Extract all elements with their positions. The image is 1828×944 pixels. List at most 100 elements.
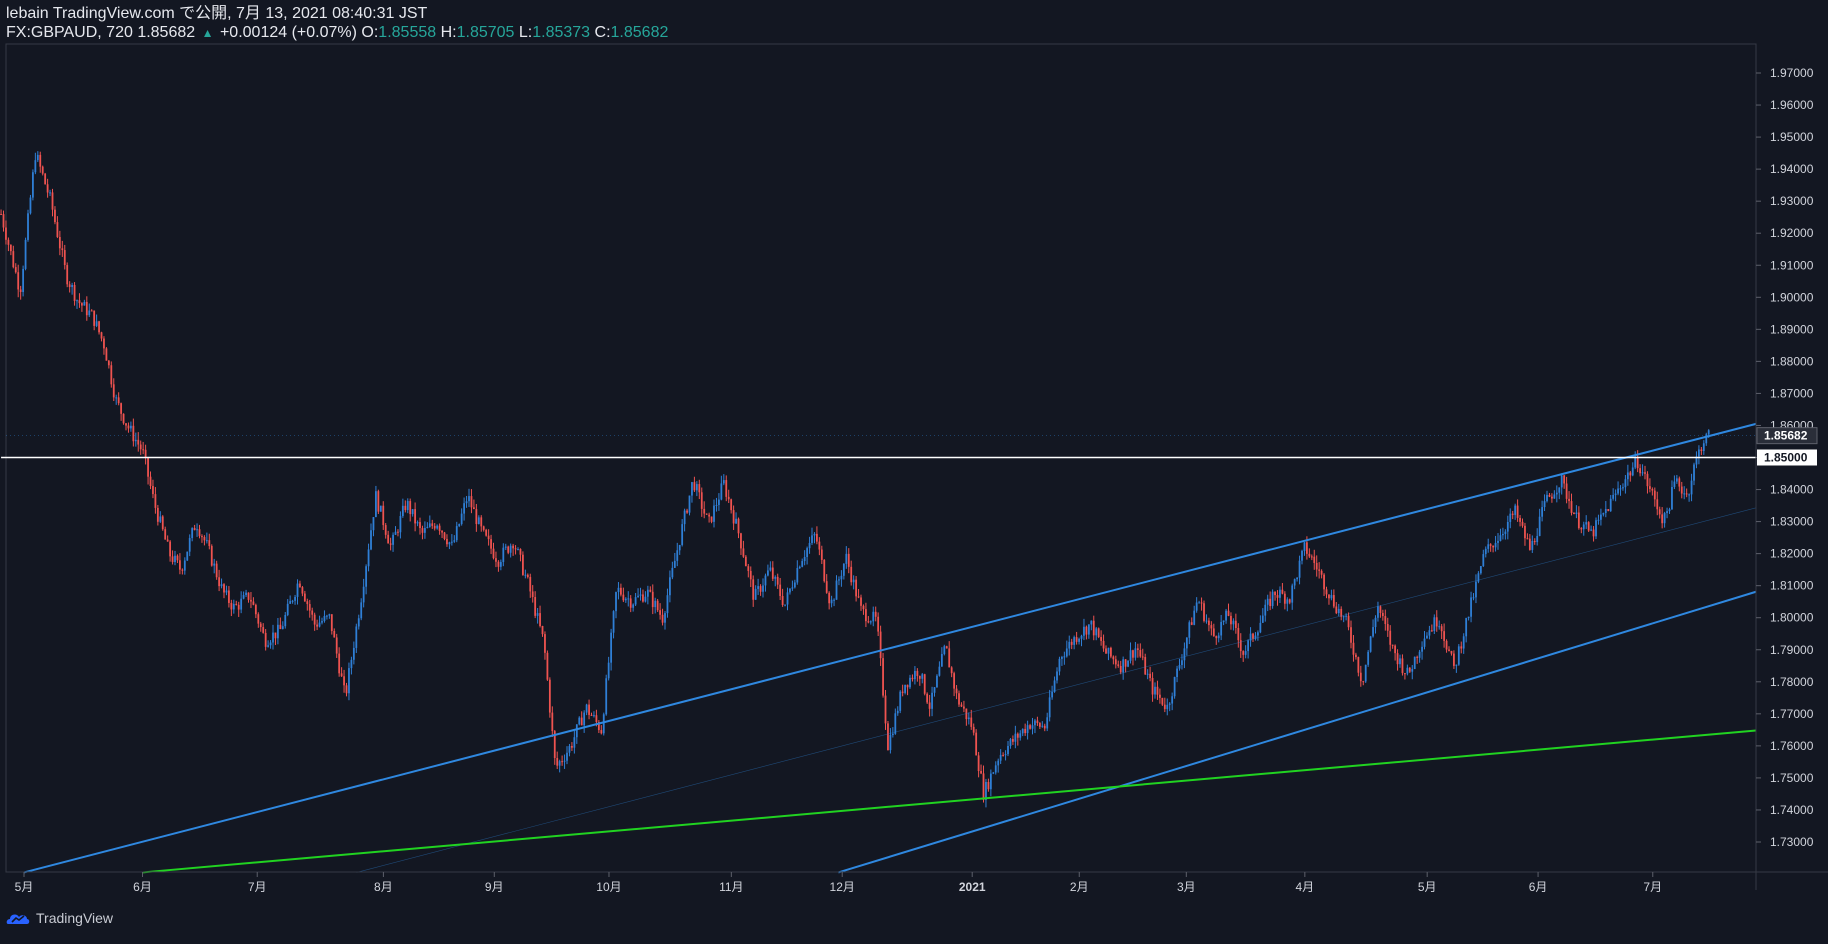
candle [1315,555,1318,577]
candle-body [1668,509,1671,512]
candle-body [367,549,370,567]
candle-body [193,528,196,531]
candle [1384,609,1387,631]
candle [485,528,488,537]
candle-body [1428,630,1431,636]
candle [985,778,987,808]
candle-body [1477,573,1480,582]
candle-body [1007,745,1009,755]
candle [458,523,461,528]
time-axis[interactable]: 5月 6月 7月 8月 9月 10月 11月 12月 2021 2月 3月 4月 5月 6月 7月 [15,872,1662,894]
candle [1440,624,1443,640]
tradingview-logo-icon [6,914,30,924]
candle [328,613,331,619]
candle-body [718,499,720,505]
candle [14,263,17,274]
candle [1580,527,1583,534]
candle [504,543,507,551]
footer-brand[interactable]: TradingView [6,910,113,926]
candle-body [936,675,938,688]
candle [1688,493,1691,502]
candle-body [1688,494,1691,496]
candle [379,505,382,512]
candle-body [725,480,728,497]
candle-body [808,542,811,549]
candle [874,606,877,622]
candle-body [1310,556,1313,558]
candle [372,516,375,537]
candle-body [485,529,488,536]
candle-body [343,676,345,686]
candle-body [460,513,463,525]
candle-body [210,546,213,566]
candle [1685,488,1688,498]
candle-body [558,761,561,766]
candle-body [1636,457,1639,469]
candle-body [1352,642,1355,655]
drawing-channel-lower[interactable] [838,590,1757,874]
candle [1212,623,1215,637]
candle-body [553,731,556,758]
candle [1274,591,1276,601]
candle [183,557,186,575]
candle [1347,612,1350,631]
candle [1678,476,1681,492]
candle [1423,630,1426,650]
candle [411,509,414,517]
candle [1472,593,1475,601]
candle [958,690,960,707]
candle-body [147,457,149,477]
candle [926,692,929,705]
candle-body [1119,665,1122,673]
price-tick-label: 1.90000 [1770,290,1814,304]
candle [1531,535,1534,553]
candle-body [1016,733,1019,738]
candle-body [1065,648,1068,657]
drawing-support[interactable] [142,729,1757,874]
candle [664,611,666,630]
candle-body [1465,618,1468,637]
candle [1097,627,1100,639]
candle [1090,620,1093,631]
candle [546,650,549,681]
candle [801,558,804,568]
candle-body [245,592,247,596]
candle-body [1497,540,1499,543]
candle [181,568,184,575]
candle [1680,481,1683,499]
candle-body [1350,627,1352,643]
candle-body [622,594,625,601]
candle-body [473,507,475,510]
candle-body [220,584,223,587]
candle-body [1127,660,1129,667]
candle-body [1592,529,1595,537]
candle [536,608,539,624]
candle [718,493,720,511]
price-tick-label: 1.80000 [1770,611,1814,625]
candle [49,189,51,197]
candle-body [1391,644,1394,646]
candle-body [215,563,218,578]
candle [269,640,272,649]
candle-body [1234,620,1237,629]
candle-body [1110,647,1112,657]
candle-body [1222,620,1225,622]
candle [1249,627,1252,647]
drawing-channel-mid[interactable] [356,507,1757,873]
candle [1012,735,1014,745]
candle-body [1705,434,1708,444]
candle-body [803,556,806,562]
candle [1068,635,1071,656]
candle-body [1232,620,1235,625]
time-tick-label: 5月 [1418,880,1437,894]
candle [414,502,417,532]
candle [1139,643,1142,658]
candle-body [1604,509,1607,513]
candle-body [321,621,323,623]
candle-body [1649,486,1651,489]
candle-body [196,529,198,531]
candle-body [522,554,524,575]
drawing-channel-upper[interactable] [23,422,1757,874]
